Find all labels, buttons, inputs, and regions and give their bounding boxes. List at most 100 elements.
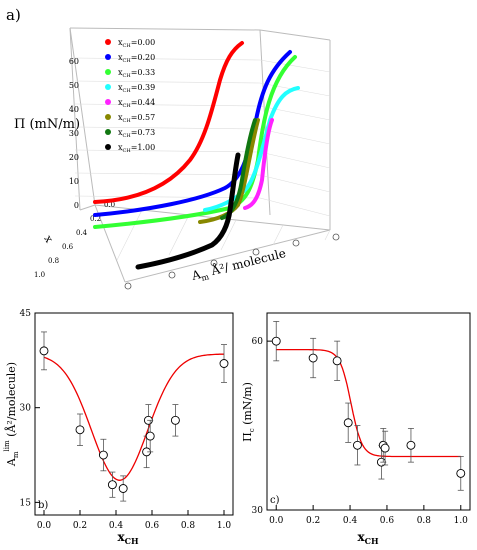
- a-grid-line: [220, 219, 237, 251]
- a-grid-line: [272, 224, 284, 246]
- a-x-tick-mark: [332, 233, 340, 241]
- a-legend-label: xCH=0.20: [118, 53, 155, 64]
- a-legend-marker: [105, 54, 111, 60]
- c-fit-curve: [276, 348, 461, 458]
- b-y-tick-label: 15: [20, 498, 32, 508]
- a-legend-marker: [105, 144, 111, 150]
- a-grid-line: [324, 229, 331, 241]
- c-x-tick-label: 1.0: [454, 516, 469, 526]
- a-y-tick-label: 0.0: [104, 201, 115, 209]
- panel-a-label: a): [6, 6, 21, 24]
- c-data-point: [352, 440, 362, 450]
- a-legend-marker: [105, 84, 111, 90]
- a-legend-label: xCH=0.57: [118, 113, 155, 124]
- a-legend-label: xCH=0.73: [118, 128, 155, 139]
- panel-b-label: b): [38, 500, 48, 511]
- b-x-axis-label: xCH: [117, 530, 139, 546]
- a-x-tick-mark: [168, 271, 176, 279]
- a-legend-marker: [105, 99, 111, 105]
- a-grid-line: [259, 151, 331, 169]
- a-grid-line: [259, 105, 331, 121]
- a-grid-line: [259, 174, 331, 193]
- b-fit-curve: [43, 353, 224, 481]
- b-data-points: [39, 331, 229, 502]
- b-data-point: [118, 484, 128, 493]
- a-isotherm-line: [93, 50, 292, 217]
- a-x-tick-mark: [252, 248, 260, 256]
- a-isotherm-curves: [93, 41, 300, 270]
- a-legend-marker: [105, 39, 111, 45]
- b-x-tick-label: 0.0: [37, 521, 52, 531]
- a-isotherm-line: [93, 55, 297, 229]
- c-y-tick-label: 60: [252, 337, 264, 347]
- a-z-tick-label: 30: [69, 129, 79, 138]
- c-y-ticks: 30 60: [252, 337, 272, 516]
- b-y-axis-label: Amlim (Å²/molecule): [3, 362, 20, 467]
- c-data-point: [380, 443, 390, 453]
- a-grid-line: [74, 149, 261, 153]
- a-grid-line: [259, 128, 331, 145]
- a-z-axis-label: Π (mN/m): [14, 117, 80, 132]
- c-x-axis-label: xCH: [357, 530, 379, 546]
- c-data-point: [343, 418, 353, 428]
- a-isotherm-line: [198, 118, 260, 224]
- a-z-tick-label: 0: [74, 201, 79, 210]
- c-y-tick-label: 30: [252, 506, 264, 516]
- a-y-tick-label: 1.0: [34, 271, 45, 279]
- a-grid-line: [259, 197, 331, 217]
- b-x-tick-label: 0.6: [145, 521, 160, 531]
- c-data-point: [406, 440, 416, 450]
- b-y-tick-label: 30: [20, 404, 32, 414]
- a-x-tick-mark: [124, 282, 132, 290]
- a-grid-line: [74, 172, 261, 176]
- c-plot-frame: [266, 312, 471, 511]
- isotherm-3d-chart: a) 60 50 40 30 20 10 0 1.00.80.60.40.20.0 Π (m…: [6, 6, 340, 290]
- a-legend-label: xCH=0.00: [118, 38, 155, 49]
- a-legend-marker: [105, 129, 111, 135]
- a-x-label-main: A: [189, 267, 202, 283]
- b-data-point: [39, 346, 49, 356]
- c-x-ticks: 0.0 0.2 0.4 0.6 0.8 1.0: [269, 505, 468, 526]
- c-x-tick-label: 0.4: [343, 516, 358, 526]
- a-grid-line: [74, 126, 261, 130]
- a-legend-label: xCH=0.39: [118, 83, 155, 94]
- a-legend: xCH=0.00 xCH=0.20 xCH=0.33 xCH=0.39 xCH=0.44…: [105, 38, 155, 154]
- b-data-point: [145, 431, 155, 441]
- a-grid-line: [74, 103, 261, 107]
- c-x-tick-label: 0.6: [380, 516, 395, 526]
- b-x-ticks: 0.0 0.2 0.4 0.6 0.8 1.0: [37, 510, 231, 531]
- a-box-edge: [69, 27, 261, 31]
- a-box-edge: [124, 229, 331, 283]
- c-x-tick-label: 0.2: [306, 516, 320, 526]
- a-y-axis-label: x: [41, 233, 56, 246]
- a-box-edge: [69, 27, 96, 206]
- a-3d-box: [69, 27, 331, 283]
- a-grid-line: [74, 195, 261, 199]
- b-x-tick-label: 0.2: [73, 521, 87, 531]
- b-y-ticks: 15 30 45: [20, 309, 40, 508]
- a-grid-line: [74, 80, 261, 84]
- a-x-tick-mark: [210, 259, 218, 267]
- b-x-tick-label: 0.4: [109, 521, 124, 531]
- a-legend-label: xCH=1.00: [118, 143, 155, 154]
- a-box-edge: [94, 204, 126, 283]
- b-data-point: [107, 480, 117, 490]
- c-y-axis-label: Πc (mN/m): [241, 382, 256, 442]
- a-z-tick-label: 10: [69, 177, 79, 186]
- a-grid-line: [168, 214, 190, 256]
- a-x-tick-mark: [292, 239, 300, 247]
- a-legend-label: xCH=0.44: [118, 98, 155, 109]
- a-x-tick-marks: [124, 233, 340, 290]
- a-grid-line: [74, 57, 261, 61]
- a-y-tick-label: 0.6: [62, 243, 74, 251]
- c-data-points: [271, 321, 466, 491]
- a-y-tick-label: 0.8: [48, 257, 59, 265]
- a-y-tick-label: 0.4: [76, 229, 88, 237]
- c-x-tick-label: 0.8: [417, 516, 432, 526]
- a-box-edge: [69, 27, 81, 211]
- c-data-point: [332, 356, 342, 366]
- a-z-tick-label: 50: [69, 81, 79, 90]
- b-data-point: [219, 359, 229, 368]
- a-z-tick-label: 60: [69, 57, 79, 66]
- a-legend-marker: [105, 69, 111, 75]
